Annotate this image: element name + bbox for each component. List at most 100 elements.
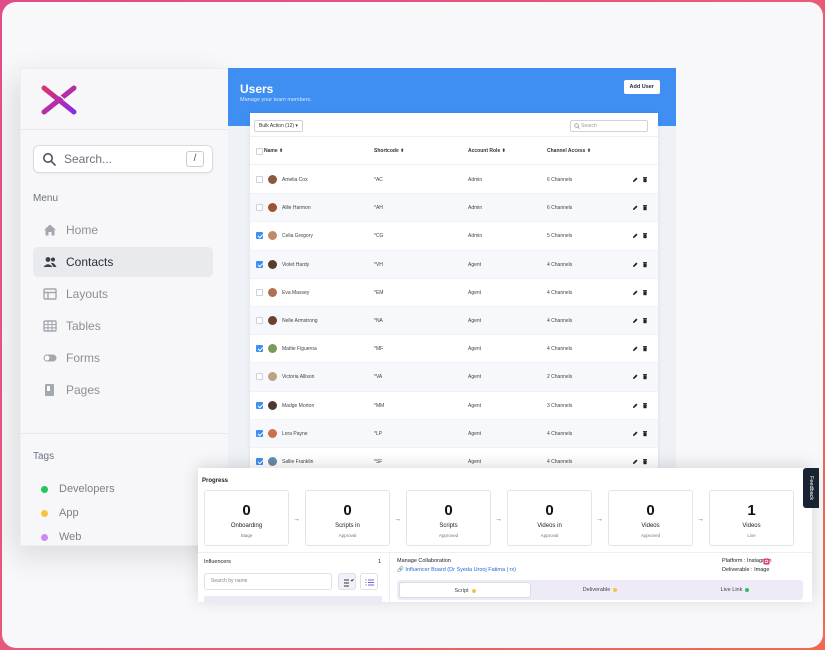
status-dot bbox=[471, 588, 476, 593]
table-search-input[interactable]: Search bbox=[570, 120, 648, 132]
trash-icon[interactable] bbox=[642, 458, 648, 465]
deliverable-info: Deliverable : Image bbox=[722, 567, 770, 573]
row-checkbox[interactable] bbox=[256, 401, 263, 409]
influencer-board-link[interactable]: 🔗 Influencer Board (Dr Syeda Urooj Fatim… bbox=[397, 567, 516, 573]
row-checkbox[interactable] bbox=[256, 204, 263, 212]
search-icon bbox=[43, 153, 56, 166]
tab-deliverable[interactable]: Deliverable bbox=[534, 582, 666, 598]
edit-icon[interactable] bbox=[632, 317, 638, 324]
edit-icon[interactable] bbox=[632, 458, 638, 465]
grid-view-button[interactable] bbox=[338, 573, 356, 590]
cell-access: 5 Channels bbox=[547, 233, 573, 240]
edit-icon[interactable] bbox=[632, 430, 638, 437]
search-icon bbox=[574, 123, 580, 129]
cell-shortcode: *SF bbox=[374, 458, 383, 465]
select-all-checkbox[interactable] bbox=[256, 148, 263, 155]
trash-icon[interactable] bbox=[642, 345, 648, 352]
cell-role: Agent bbox=[468, 430, 482, 437]
progress-stage-card[interactable]: 0 Videos Approved bbox=[608, 490, 693, 546]
avatar bbox=[268, 175, 277, 184]
tag-app[interactable]: App bbox=[41, 501, 115, 525]
trash-icon[interactable] bbox=[642, 261, 648, 268]
tab-live-link[interactable]: Live Link bbox=[669, 582, 801, 598]
cell-name: Celia Gregory bbox=[282, 233, 313, 240]
cell-name: Victoria Allison bbox=[282, 374, 315, 381]
edit-icon[interactable] bbox=[632, 261, 638, 268]
column-header-name[interactable]: Name ⬍ bbox=[264, 148, 284, 154]
table-row[interactable]: Lora Payne *LP Agent 4 Channels bbox=[250, 419, 658, 448]
influencer-list-item[interactable] bbox=[204, 596, 382, 602]
arrow-right-icon: → bbox=[394, 516, 401, 523]
trash-icon[interactable] bbox=[642, 373, 648, 380]
sidebar-item-label: Tables bbox=[66, 319, 101, 333]
page-title: Users bbox=[240, 82, 274, 96]
cell-name: Sallie Franklin bbox=[282, 458, 314, 465]
influencer-search-input[interactable]: Search by name bbox=[204, 573, 332, 590]
table-row[interactable]: Celia Gregory *CG Admin 5 Channels bbox=[250, 222, 658, 251]
sidebar-item-pages[interactable]: Pages bbox=[33, 375, 213, 405]
progress-stage-card[interactable]: 0 Scripts in Approval bbox=[305, 490, 390, 546]
row-checkbox[interactable] bbox=[256, 316, 263, 324]
cell-role: Agent bbox=[468, 458, 482, 465]
row-checkbox[interactable] bbox=[256, 260, 263, 268]
pages-icon bbox=[45, 384, 54, 396]
users-panel: Users Manage your team members. Add User… bbox=[228, 68, 676, 477]
influencers-label: Influencers bbox=[204, 559, 231, 565]
sidebar-item-layouts[interactable]: Layouts bbox=[33, 279, 213, 309]
tag-developers[interactable]: Developers bbox=[41, 477, 115, 501]
row-checkbox[interactable] bbox=[256, 457, 263, 465]
trash-icon[interactable] bbox=[642, 430, 648, 437]
trash-icon[interactable] bbox=[642, 204, 648, 211]
add-user-button[interactable]: Add User bbox=[623, 80, 660, 94]
sidebar-item-forms[interactable]: Forms bbox=[33, 343, 213, 373]
trash-icon[interactable] bbox=[642, 317, 648, 324]
edit-icon[interactable] bbox=[632, 176, 638, 183]
stage-count: 1 bbox=[747, 502, 756, 519]
trash-icon[interactable] bbox=[642, 402, 648, 409]
row-checkbox[interactable] bbox=[256, 373, 263, 381]
table-row[interactable]: Allie Harmon *AH Admin 6 Channels bbox=[250, 194, 658, 223]
table-row[interactable]: Violet Hardy *VH Agent 4 Channels bbox=[250, 250, 658, 279]
edit-icon[interactable] bbox=[632, 289, 638, 296]
sidebar-item-contacts[interactable]: Contacts bbox=[33, 247, 213, 277]
stage-title: Scripts bbox=[439, 523, 458, 529]
cell-access: 4 Channels bbox=[547, 430, 573, 437]
column-header-shortcode[interactable]: Shortcode ⬍ bbox=[374, 148, 405, 154]
table-row[interactable]: Victoria Allison *VA Agent 2 Channels bbox=[250, 363, 658, 392]
sidebar-item-home[interactable]: Home bbox=[33, 215, 213, 245]
sidebar-item-tables[interactable]: Tables bbox=[33, 311, 213, 341]
trash-icon[interactable] bbox=[642, 176, 648, 183]
tag-web[interactable]: Web bbox=[41, 525, 115, 549]
table-icon bbox=[43, 320, 57, 332]
edit-icon[interactable] bbox=[632, 402, 638, 409]
table-row[interactable]: Nelle Armstrong *NA Agent 4 Channels bbox=[250, 306, 658, 336]
progress-stage-card[interactable]: 0 Onboarding Stage bbox=[204, 490, 289, 546]
bulk-action-select[interactable]: Bulk Action (12) ▾ bbox=[254, 120, 303, 132]
row-checkbox[interactable] bbox=[256, 429, 263, 437]
sidebar-item-label: Contacts bbox=[66, 255, 114, 269]
row-checkbox[interactable] bbox=[256, 176, 263, 183]
feedback-button[interactable]: Feedback bbox=[803, 468, 819, 508]
list-view-button[interactable] bbox=[360, 573, 378, 590]
edit-icon[interactable] bbox=[632, 232, 638, 239]
platform-info: Platform : Instagram bbox=[722, 558, 772, 564]
row-checkbox[interactable] bbox=[256, 232, 263, 240]
progress-stage-card[interactable]: 0 Videos in Approval bbox=[507, 490, 592, 546]
search-input[interactable]: Search... / bbox=[33, 145, 213, 173]
tab-script[interactable]: Script bbox=[399, 582, 531, 598]
table-row[interactable]: Amelia Cox *AC Admin 6 Channels bbox=[250, 166, 658, 195]
row-checkbox[interactable] bbox=[256, 288, 263, 296]
progress-stage-card[interactable]: 1 Videos Live bbox=[709, 490, 794, 546]
column-header-access[interactable]: Channel Access ⬍ bbox=[547, 148, 592, 154]
table-row[interactable]: Madge Morton *MM Agent 3 Channels bbox=[250, 392, 658, 420]
trash-icon[interactable] bbox=[642, 289, 648, 296]
column-header-role[interactable]: Account Role ⬍ bbox=[468, 148, 506, 154]
edit-icon[interactable] bbox=[632, 345, 638, 352]
edit-icon[interactable] bbox=[632, 373, 638, 380]
table-row[interactable]: Eva Massey *EM Agent 4 Channels bbox=[250, 279, 658, 307]
edit-icon[interactable] bbox=[632, 204, 638, 211]
table-row[interactable]: Mattie Figueroa *MF Agent 4 Channels bbox=[250, 335, 658, 364]
progress-stage-card[interactable]: 0 Scripts Approved bbox=[406, 490, 491, 546]
trash-icon[interactable] bbox=[642, 232, 648, 239]
row-checkbox[interactable] bbox=[256, 345, 263, 353]
